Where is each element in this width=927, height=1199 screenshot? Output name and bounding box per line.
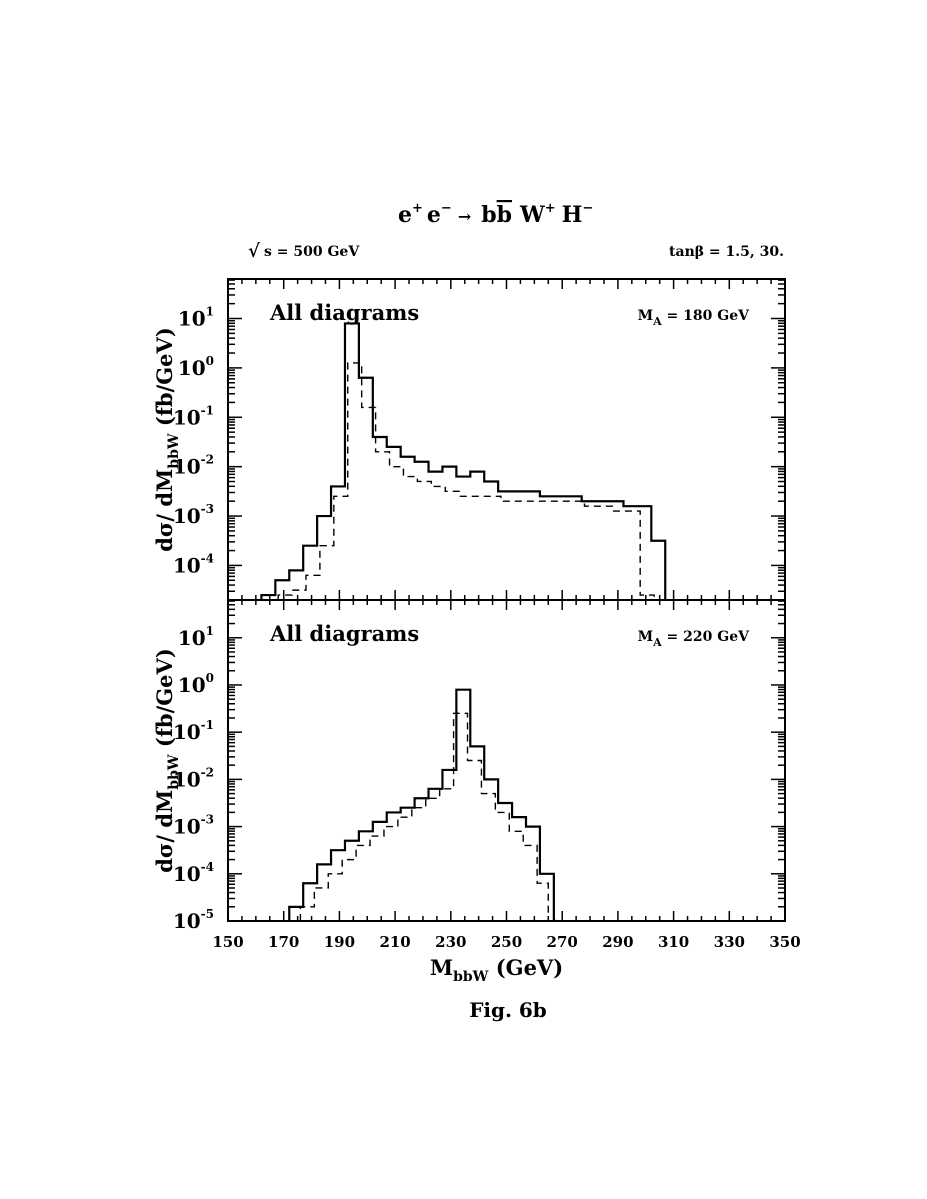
y-tick-label: 10-3: [173, 813, 214, 839]
histogram-dashed: [277, 362, 655, 600]
y-axis-label: dσ/ dMbbW (fb/GeV): [152, 648, 182, 873]
y-tick-label: 10-1: [173, 718, 214, 744]
top-panel: 101 100 10-1 10-2 10-3 10-4 All diagrams MA = 1…: [152, 278, 786, 601]
x-axis-label: MbbW (GeV): [430, 955, 563, 985]
figure-caption: Fig. 6b: [469, 998, 547, 1022]
x-tick-label: 230: [435, 933, 466, 951]
svg-text:e+e−→bbW+H−: e+ e− → bb W+ H−: [398, 201, 593, 228]
x-tick-label: 330: [714, 933, 745, 951]
mass-label: MA = 180 GeV: [638, 308, 750, 328]
tan-beta-label: tanβ = 1.5, 30.: [669, 244, 784, 260]
histogram-solid: [260, 322, 667, 600]
y-tick-label: 101: [178, 624, 214, 650]
y-tick-label: 101: [178, 305, 214, 331]
process-title: e+ e− → bb W+ H−: [398, 201, 593, 228]
y-tick-label: 10-2: [173, 453, 214, 479]
y-tick-label: 10-4: [173, 860, 214, 886]
plot-frame: [227, 599, 786, 922]
y-axis-label: dσ/ dMbbW (fb/GeV): [152, 327, 182, 552]
panel-annotation: All diagrams: [269, 300, 419, 325]
sqrt-symbol: √: [248, 241, 260, 262]
y-tick-label: 10-3: [173, 502, 214, 528]
histogram-solid: [288, 688, 557, 921]
x-tick-label: 210: [379, 933, 410, 951]
x-tick-label: 310: [658, 933, 689, 951]
energy-label: s = 500 GeV: [264, 244, 360, 260]
plot-frame: [227, 278, 786, 601]
x-tick-label: 270: [547, 933, 578, 951]
x-tick-label: 150: [212, 933, 243, 951]
y-tick-label: 10-5: [173, 907, 214, 933]
panel-annotation: All diagrams: [269, 621, 419, 646]
x-tick-label: 290: [602, 933, 633, 951]
y-tick-label: 100: [178, 354, 214, 380]
x-tick-label: 350: [769, 933, 800, 951]
mass-label: MA = 220 GeV: [638, 629, 750, 649]
y-tick-label: 10-1: [173, 403, 214, 429]
y-tick-label: 10-4: [173, 551, 214, 577]
x-tick-label: 170: [268, 933, 299, 951]
y-tick-label: 100: [178, 671, 214, 697]
x-tick-label: 250: [491, 933, 522, 951]
histogram-dashed: [299, 712, 549, 921]
y-tick-label: 10-2: [173, 765, 214, 791]
x-tick-label: 190: [324, 933, 355, 951]
